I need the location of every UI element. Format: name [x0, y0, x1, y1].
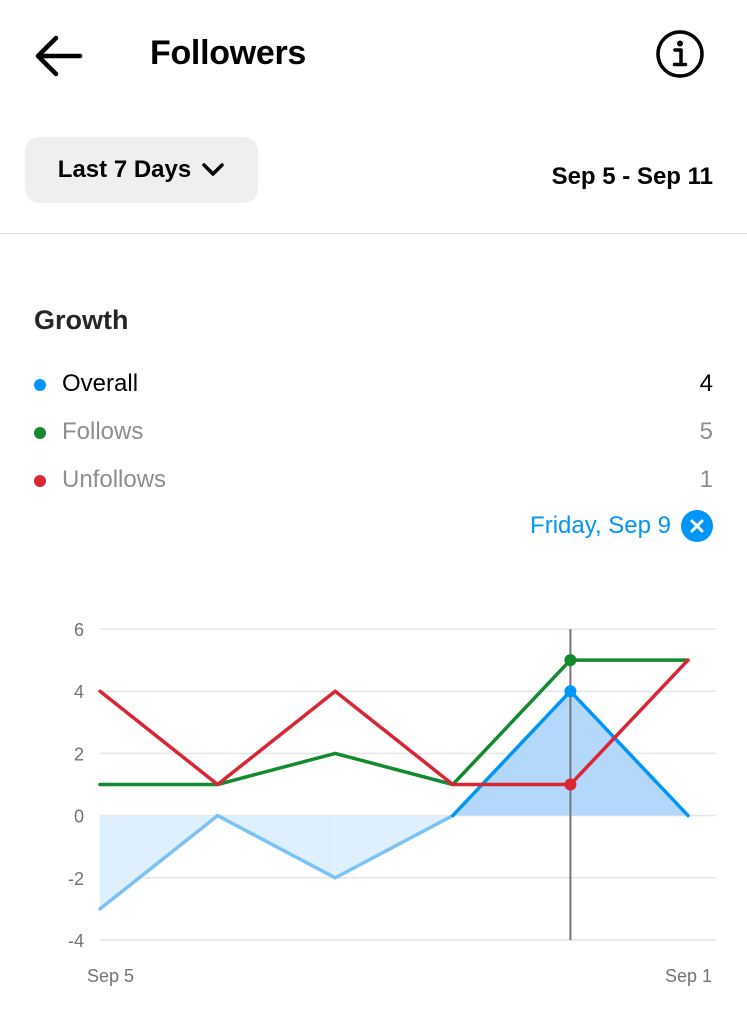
overall-marker — [564, 685, 577, 698]
y-tick-label: -2 — [68, 869, 84, 889]
date-range-dropdown[interactable]: Last 7 Days — [25, 137, 258, 203]
close-icon — [690, 519, 704, 533]
y-tick-label: -4 — [68, 931, 84, 951]
date-range-dropdown-label: Last 7 Days — [57, 156, 192, 183]
overall-line-segment — [451, 689, 573, 818]
info-button[interactable] — [654, 28, 706, 80]
overall-line-segment — [98, 813, 220, 911]
header: Followers — [0, 0, 747, 110]
legend-row-unfollows[interactable]: Unfollows 1 — [34, 464, 713, 498]
legend-value-follows: 5 — [699, 418, 713, 445]
page-title: Followers — [150, 34, 306, 72]
follows-marker — [564, 654, 577, 667]
legend-label-overall: Overall — [62, 370, 139, 397]
overall-line-segment — [215, 813, 337, 880]
selected-date[interactable]: Friday, Sep 9 — [530, 510, 713, 542]
legend-label-follows: Follows — [62, 418, 144, 445]
y-tick-label: 4 — [74, 682, 84, 702]
date-range-text: Sep 5 - Sep 11 — [551, 163, 713, 190]
divider — [0, 233, 747, 234]
legend-row-overall[interactable]: Overall 4 — [34, 368, 713, 402]
legend-dot-follows — [34, 427, 46, 439]
overall-line-segment — [333, 813, 455, 880]
legend-label-unfollows: Unfollows — [62, 466, 167, 493]
unfollows-line — [98, 658, 690, 787]
y-tick-label: 6 — [74, 620, 84, 640]
arrow-left-icon — [35, 35, 83, 77]
legend-value-overall: 4 — [699, 370, 713, 397]
back-button[interactable] — [28, 30, 88, 82]
y-tick-label: 0 — [74, 807, 84, 827]
overall-line-segment — [568, 689, 690, 818]
x-tick-label: Sep 1 — [665, 966, 712, 986]
y-tick-label: 2 — [74, 744, 84, 764]
info-icon — [656, 30, 704, 78]
clear-selection-button[interactable] — [681, 510, 713, 542]
legend-row-follows[interactable]: Follows 5 — [34, 416, 713, 450]
chart-lines — [98, 658, 690, 911]
legend-dot-overall — [34, 379, 46, 391]
legend-value-unfollows: 1 — [699, 466, 713, 493]
x-tick-label: Sep 5 — [87, 966, 134, 986]
unfollows-marker — [564, 778, 577, 791]
follows-line — [98, 658, 690, 787]
selected-date-text: Friday, Sep 9 — [530, 512, 671, 539]
growth-title: Growth — [34, 305, 129, 335]
legend-dot-unfollows — [34, 475, 46, 487]
chart-markers — [564, 629, 577, 940]
chevron-down-icon — [202, 163, 224, 176]
